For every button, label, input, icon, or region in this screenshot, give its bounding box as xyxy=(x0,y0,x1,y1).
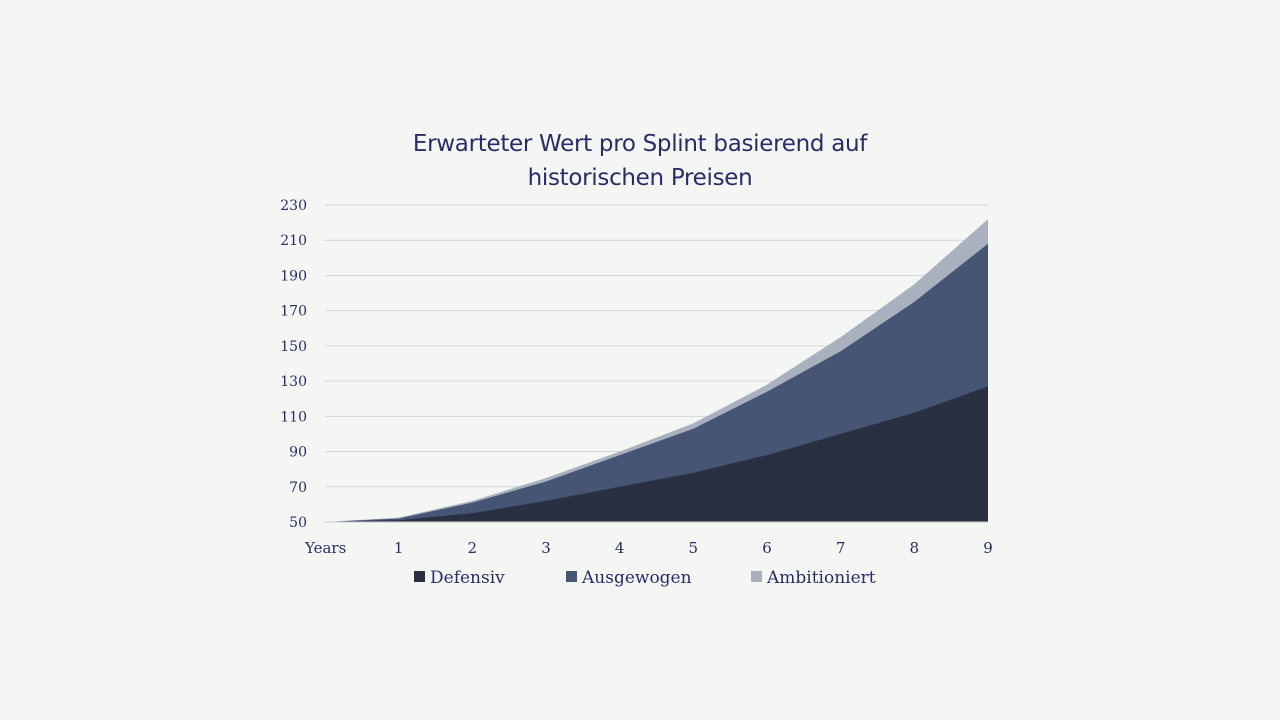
y-tick-label: 190 xyxy=(280,268,307,284)
x-tick-label: 4 xyxy=(615,539,625,557)
x-tick-label: 9 xyxy=(983,539,993,557)
chart-title-line-1: Erwarteter Wert pro Splint basierend auf xyxy=(412,131,868,157)
x-tick-label: 6 xyxy=(762,539,772,557)
legend-item-ausgewogen: Ausgewogen xyxy=(566,568,692,588)
area-defensiv xyxy=(325,386,988,522)
y-tick-label: 150 xyxy=(280,339,307,355)
legend-swatch xyxy=(414,571,425,582)
x-tick-label: 8 xyxy=(910,539,920,557)
y-tick-label: 210 xyxy=(280,233,307,249)
x-tick-label: 5 xyxy=(689,539,699,557)
y-tick-label: 90 xyxy=(289,445,307,461)
x-tick-label: 1 xyxy=(394,539,404,557)
y-tick-label: 130 xyxy=(280,374,307,390)
x-axis-label: Years xyxy=(304,539,346,557)
legend-item-defensiv: Defensiv xyxy=(414,568,505,588)
legend-swatch xyxy=(751,571,762,582)
y-tick-label: 230 xyxy=(280,198,307,214)
legend-label: Ausgewogen xyxy=(581,568,692,588)
x-tick-label: 7 xyxy=(836,539,846,557)
y-tick-label: 70 xyxy=(289,480,307,496)
y-tick-label: 50 xyxy=(289,515,307,531)
x-tick-label: 3 xyxy=(541,539,551,557)
area-series xyxy=(325,219,988,522)
legend-label: Ambitioniert xyxy=(766,568,876,588)
legend: Defensiv Ausgewogen Ambitioniert xyxy=(414,568,876,588)
x-tick-label: 2 xyxy=(468,539,478,557)
legend-label: Defensiv xyxy=(430,568,505,588)
legend-item-ambitioniert: Ambitioniert xyxy=(751,568,876,588)
y-tick-label: 110 xyxy=(280,409,307,425)
legend-swatch xyxy=(566,571,577,582)
y-tick-label: 170 xyxy=(280,304,307,320)
axes: 50 70 90 110 130 150 170 190 210 230 Years 1 2 3 4 5 6 7 8… xyxy=(280,198,993,557)
chart-title-line-2: historischen Preisen xyxy=(527,165,753,191)
